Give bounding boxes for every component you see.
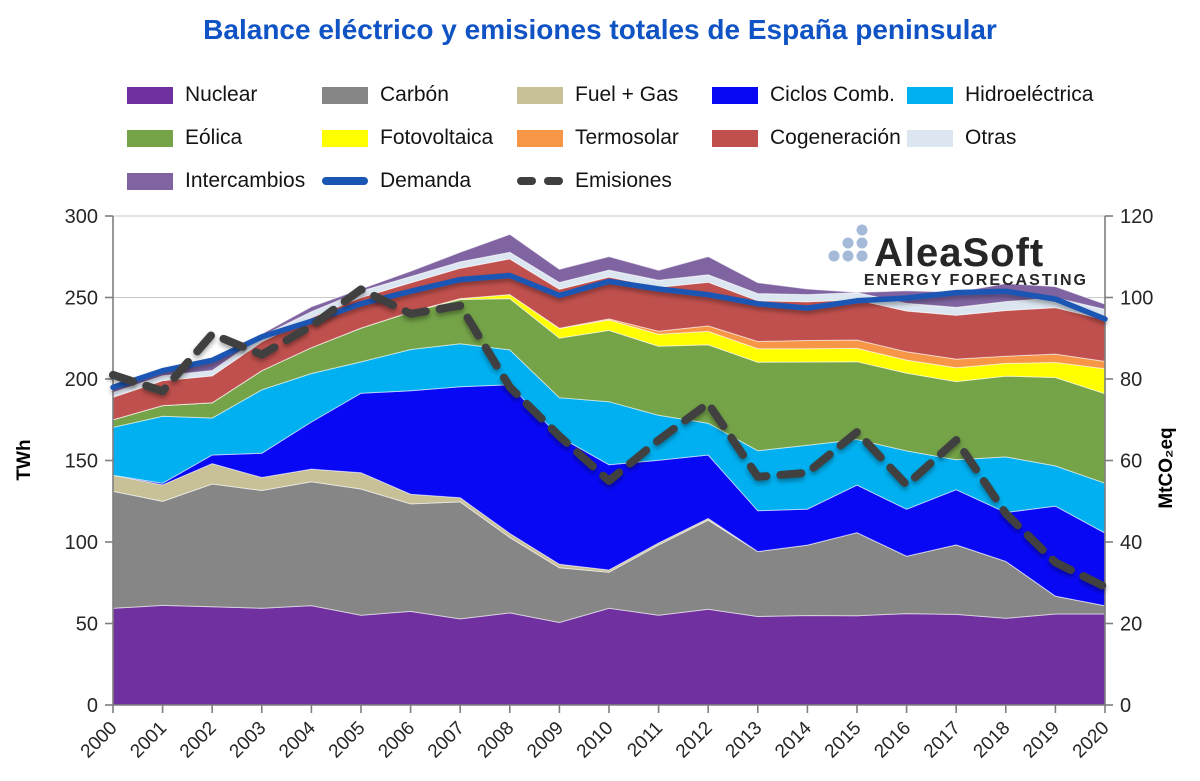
x-axis-tick-label: 2017 xyxy=(920,718,965,763)
legend-item-eolica: Eólica xyxy=(127,126,322,150)
legend-item-intercambios: Intercambios xyxy=(127,169,322,193)
cogeneracion-swatch-icon xyxy=(712,129,758,147)
legend-label: Cogeneración xyxy=(770,126,901,149)
fuel_gas-swatch-icon xyxy=(517,86,563,104)
x-axis-tick-label: 2020 xyxy=(1069,718,1114,763)
y2-axis-tick-label: 0 xyxy=(1120,695,1131,717)
x-axis-tick-label: 2015 xyxy=(821,718,866,763)
legend-item-hidroelectrica: Hidroeléctrica xyxy=(907,83,1102,107)
watermark: AleaSoft ENERGY FORECASTING xyxy=(828,224,1088,289)
legend-item-fuel_gas: Fuel + Gas xyxy=(517,83,712,107)
legend-item-fotovoltaica: Fotovoltaica xyxy=(322,126,517,150)
otras-swatch-icon xyxy=(907,129,953,147)
legend-label: Eólica xyxy=(185,126,243,149)
legend-item-cogeneracion: Cogeneración xyxy=(712,126,907,150)
y2-axis-tick-label: 100 xyxy=(1120,288,1153,310)
legend-label: Hidroeléctrica xyxy=(965,83,1094,106)
legend-label: Carbón xyxy=(380,83,449,106)
termosolar-swatch-icon xyxy=(517,129,563,147)
x-axis-tick-label: 2019 xyxy=(1019,718,1064,763)
y-axis-tick-label: 250 xyxy=(65,288,98,310)
x-axis-tick-label: 2004 xyxy=(275,717,320,762)
x-axis-tick-label: 2005 xyxy=(325,718,370,763)
nuclear-swatch-icon xyxy=(127,86,173,104)
y-axis-tick-label: 150 xyxy=(65,451,98,473)
x-axis-tick-label: 2003 xyxy=(226,718,271,763)
legend-label: Fotovoltaica xyxy=(380,126,494,149)
legend: Nuclear Carbón Fuel + Gas Ciclos Comb. Hidro… xyxy=(0,80,1200,209)
left-axis-title: TWh xyxy=(14,439,35,480)
x-axis-tick-label: 2002 xyxy=(176,718,221,763)
demand-line xyxy=(110,272,1108,391)
y-axis-tick-label: 100 xyxy=(65,532,98,554)
hidroelectrica-swatch-icon xyxy=(907,86,953,104)
emissions-line xyxy=(109,285,1109,591)
carbon-swatch-icon xyxy=(322,86,368,104)
right-axis-title: MtCO₂eq xyxy=(1156,427,1177,508)
x-axis-tick-label: 2012 xyxy=(672,718,717,763)
x-axis-tick-label: 2009 xyxy=(523,718,568,763)
x-axis-tick-label: 2000 xyxy=(77,718,122,763)
legend-label: Nuclear xyxy=(185,83,258,106)
watermark-brand: AleaSoft xyxy=(874,231,1044,275)
y-axis-tick-label: 300 xyxy=(65,206,98,228)
y2-axis-tick-label: 120 xyxy=(1120,206,1153,228)
aleasoft-dots-icon xyxy=(828,224,868,262)
legend-label: Otras xyxy=(965,126,1017,149)
y2-axis-tick-label: 20 xyxy=(1120,614,1142,636)
x-axis-tick-label: 2006 xyxy=(374,718,419,763)
eolica-swatch-icon xyxy=(127,129,173,147)
legend-item-termosolar: Termosolar xyxy=(517,126,712,150)
ciclos_comb-swatch-icon xyxy=(712,86,758,104)
legend-row: Eólica Fotovoltaica Termosolar Cogeneración… xyxy=(0,123,1200,153)
area-nuclear xyxy=(112,604,1106,706)
legend-label: Fuel + Gas xyxy=(575,83,679,106)
watermark-subtitle: ENERGY FORECASTING xyxy=(864,272,1088,289)
legend-label: Intercambios xyxy=(185,169,306,192)
x-axis-tick-label: 2008 xyxy=(474,718,519,763)
y-axis-tick-label: 200 xyxy=(65,369,98,391)
x-axis-tick-label: 2010 xyxy=(573,718,618,763)
x-axis-tick-label: 2018 xyxy=(970,718,1015,763)
legend-row: Nuclear Carbón Fuel + Gas Ciclos Comb. Hidro… xyxy=(0,80,1200,110)
y-axis-tick-label: 50 xyxy=(76,614,98,636)
x-axis-tick-label: 2016 xyxy=(870,718,915,763)
x-axis-tick-label: 2007 xyxy=(424,718,469,763)
chart-title: Balance eléctrico y emisiones totales de… xyxy=(203,14,997,45)
x-axis-tick-label: 2001 xyxy=(126,718,171,763)
y2-axis-tick-label: 60 xyxy=(1120,451,1142,473)
legend-label: Ciclos Comb. xyxy=(770,83,895,106)
intercambios-swatch-icon xyxy=(127,172,173,190)
y2-axis-tick-label: 40 xyxy=(1120,532,1142,554)
legend-item-nuclear: Nuclear xyxy=(127,83,322,107)
legend-item-emisiones: Emisiones xyxy=(517,169,712,193)
legend-item-ciclos_comb: Ciclos Comb. xyxy=(712,83,907,107)
fotovoltaica-swatch-icon xyxy=(322,129,368,147)
legend-item-carbon: Carbón xyxy=(322,83,517,107)
x-axis-tick-label: 2014 xyxy=(771,717,816,762)
legend-label: Emisiones xyxy=(575,169,672,192)
y-axis-tick-label: 0 xyxy=(87,695,98,717)
legend-item-otras: Otras xyxy=(907,126,1102,150)
legend-label: Termosolar xyxy=(575,126,679,149)
legend-row: Intercambios Demanda Emisiones xyxy=(0,166,1200,196)
legend-item-demanda: Demanda xyxy=(322,169,517,193)
x-axis-tick-label: 2011 xyxy=(623,718,667,762)
y2-axis-tick-label: 80 xyxy=(1120,369,1142,391)
x-axis-tick-label: 2013 xyxy=(722,718,767,763)
demanda-swatch-icon xyxy=(322,177,368,185)
legend-label: Demanda xyxy=(380,169,472,192)
emisiones-swatch-icon xyxy=(517,177,563,185)
